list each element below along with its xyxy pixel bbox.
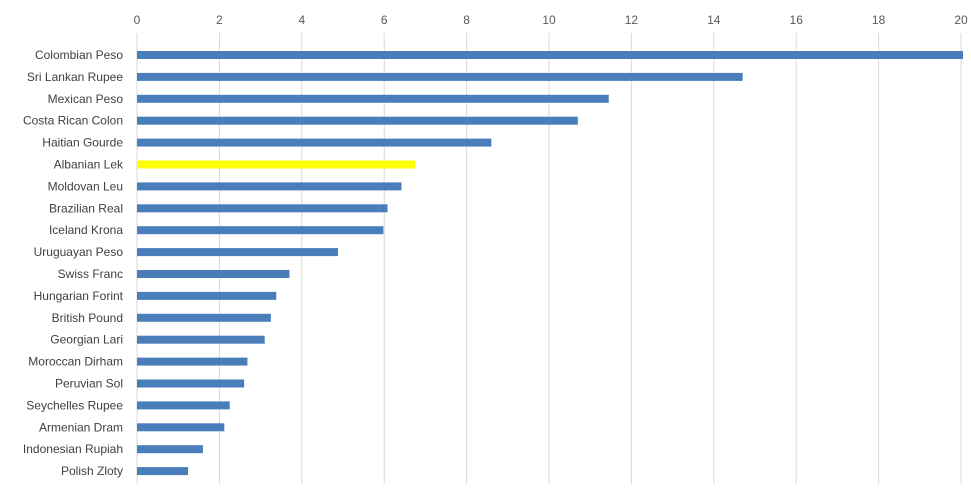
bar (137, 51, 963, 59)
category-label: Georgian Lari (50, 333, 123, 347)
category-label: British Pound (52, 311, 123, 325)
category-label: Swiss Franc (58, 267, 123, 281)
bar (137, 182, 402, 191)
x-tick-label: 16 (790, 13, 804, 27)
category-label: Costa Rican Colon (23, 114, 123, 128)
x-tick-label: 8 (463, 13, 470, 27)
bars (137, 51, 963, 476)
category-labels: Colombian Peso Sri Lankan Rupee Mexican Pe… (23, 48, 124, 478)
category-label: Hungarian Forint (34, 289, 124, 303)
x-tick-label: 14 (707, 13, 721, 27)
category-label: Moroccan Dirham (28, 355, 123, 369)
gridlines (136, 33, 962, 484)
x-tick-label: 2 (216, 13, 223, 27)
category-label: Haitian Gourde (42, 136, 123, 150)
category-label: Polish Zloty (61, 464, 123, 478)
x-axis-ticks: 0 2 4 6 8 10 12 14 16 18 20 (134, 13, 968, 27)
category-label: Brazilian Real (49, 201, 123, 215)
category-label: Seychelles Rupee (26, 398, 123, 412)
bar (137, 357, 248, 366)
category-label: Mexican Peso (48, 92, 124, 106)
bar (137, 401, 230, 410)
category-label: Colombian Peso (35, 48, 123, 62)
bar (137, 445, 203, 454)
category-label: Peruvian Sol (55, 377, 123, 391)
x-tick-label: 10 (542, 13, 556, 27)
x-tick-label: 20 (954, 13, 968, 27)
category-label: Sri Lankan Rupee (27, 70, 123, 84)
bar (137, 160, 416, 169)
bar (137, 270, 290, 278)
bar (137, 313, 271, 322)
x-tick-label: 12 (625, 13, 639, 27)
x-tick-label: 0 (134, 13, 141, 27)
category-label: Albanian Lek (54, 158, 124, 172)
bar (137, 204, 388, 213)
bar (137, 138, 492, 147)
bar (137, 423, 225, 432)
category-label: Uruguayan Peso (34, 245, 124, 259)
bar (137, 226, 384, 235)
bar (137, 94, 609, 103)
bar (137, 335, 265, 344)
bar (137, 72, 743, 81)
x-tick-label: 18 (872, 13, 886, 27)
bar (137, 116, 578, 125)
category-label: Indonesian Rupiah (23, 442, 123, 456)
bar (137, 467, 189, 476)
category-label: Armenian Dram (39, 420, 123, 434)
x-tick-label: 4 (298, 13, 305, 27)
bar (137, 379, 245, 388)
x-tick-label: 6 (381, 13, 388, 27)
bar (137, 248, 339, 257)
bar (137, 291, 277, 300)
category-label: Moldovan Leu (48, 179, 123, 193)
category-label: Iceland Krona (49, 223, 123, 237)
